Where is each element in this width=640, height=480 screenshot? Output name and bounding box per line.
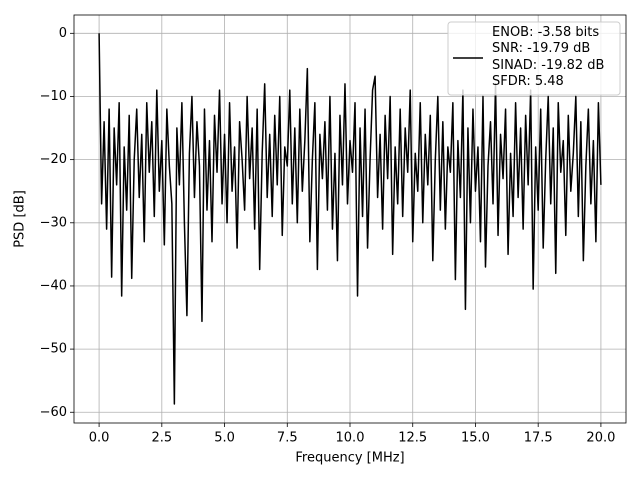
x-tick-label: 10.0 — [336, 431, 365, 446]
x-tick-label: 20.0 — [586, 431, 615, 446]
x-tick-label: 2.5 — [151, 431, 172, 446]
x-tick-label: 15.0 — [461, 431, 490, 446]
plot-frame — [73, 14, 627, 424]
x-axis-label: Frequency [MHz] — [295, 451, 404, 466]
y-tick-label: −20 — [40, 152, 67, 167]
y-tick-label: −40 — [40, 278, 67, 293]
y-tick-label: −10 — [40, 89, 67, 104]
x-tick-label: 17.5 — [524, 431, 553, 446]
x-tick-label: 5.0 — [214, 431, 235, 446]
x-tick-label: 12.5 — [398, 431, 427, 446]
y-tick-label: −60 — [40, 405, 67, 420]
y-tick-label: 0 — [59, 26, 67, 41]
y-tick-label: −30 — [40, 215, 67, 230]
y-tick-label: −50 — [40, 342, 67, 357]
x-tick-label: 0.0 — [89, 431, 110, 446]
y-axis-label: PSD [dB] — [13, 190, 28, 248]
legend-frame — [447, 21, 621, 96]
x-tick-label: 7.5 — [277, 431, 298, 446]
data-line — [98, 33, 602, 405]
legend-label: ENOB: -3.58 bits SNR: -19.79 dB SINAD: -… — [492, 25, 605, 89]
